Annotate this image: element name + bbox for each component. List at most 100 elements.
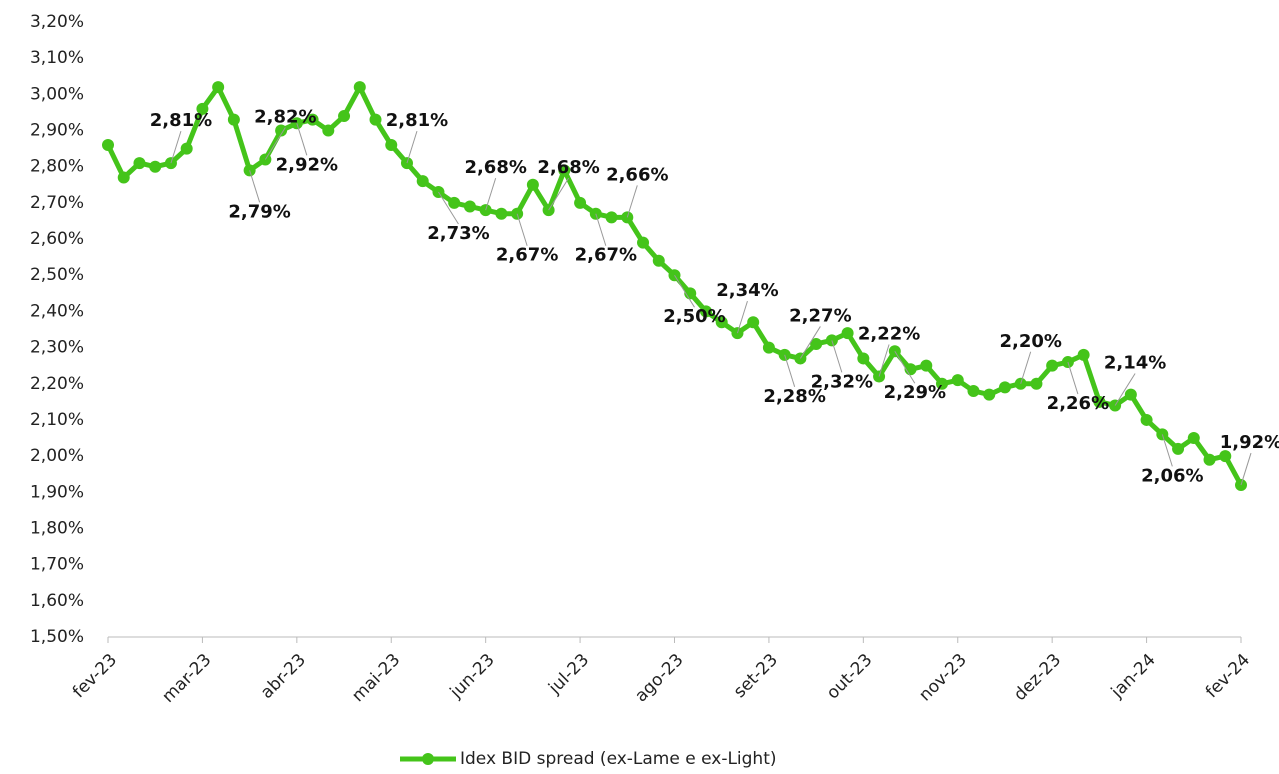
data-point <box>1093 395 1106 408</box>
data-label: 2,27% <box>789 305 851 326</box>
data-label: 2,29% <box>884 382 946 403</box>
y-tick-label: 3,20% <box>30 12 84 32</box>
callout <box>1240 452 1252 486</box>
data-point <box>385 139 398 151</box>
x-tick-label: mar-23 <box>158 650 215 707</box>
data-point <box>117 171 130 184</box>
callout <box>296 123 308 156</box>
callout <box>516 213 528 246</box>
legend-marker <box>422 753 434 765</box>
data-point <box>1203 453 1216 466</box>
data-point <box>322 124 335 137</box>
callout <box>626 185 638 218</box>
data-point <box>983 388 996 401</box>
data-point <box>416 175 429 188</box>
y-tick-label: 2,70% <box>30 193 84 213</box>
data-label: 2,79% <box>228 201 290 222</box>
data-point <box>652 254 665 267</box>
x-tick-label: set-23 <box>730 650 782 702</box>
data-point <box>574 196 587 209</box>
data-label: 2,68% <box>537 157 599 178</box>
data-point <box>1030 377 1043 390</box>
data-label: 2,92% <box>276 154 338 175</box>
callout <box>1020 351 1032 384</box>
x-tick-label: fev-24 <box>1202 650 1254 702</box>
callout <box>799 326 821 359</box>
data-label: 2,22% <box>858 324 920 345</box>
data-label: 2,68% <box>464 157 526 178</box>
data-point <box>149 160 162 173</box>
y-tick-label: 2,30% <box>30 338 84 358</box>
x-tick-label: out-23 <box>823 650 876 703</box>
data-label: 2,26% <box>1047 393 1109 414</box>
data-point <box>526 178 539 191</box>
y-tick-label: 1,80% <box>30 518 84 538</box>
callout <box>1067 361 1079 395</box>
data-label: 2,67% <box>496 245 558 266</box>
data-point <box>605 211 618 224</box>
data-label: 2,34% <box>716 280 778 301</box>
x-tick-label: jul-23 <box>544 650 593 699</box>
data-point <box>306 113 319 126</box>
x-tick-label: fev-23 <box>69 650 121 702</box>
data-point <box>841 327 854 340</box>
x-tick-label: jan-24 <box>1107 650 1160 703</box>
callout <box>784 354 796 387</box>
x-tick-label: ago-23 <box>631 650 687 706</box>
callout <box>1114 373 1136 406</box>
data-point <box>495 207 508 220</box>
legend-label: Idex BID spread (ex-Lame e ex-Light) <box>460 749 777 769</box>
data-point <box>102 139 114 151</box>
y-tick-label: 1,60% <box>30 591 84 611</box>
x-tick-label: nov-23 <box>915 650 971 706</box>
data-point <box>1187 432 1200 445</box>
x-tick-label: dez-23 <box>1010 650 1065 705</box>
data-label: 2,20% <box>999 331 1061 352</box>
x-tick-label: abr-23 <box>257 650 310 703</box>
data-point <box>1219 450 1232 463</box>
y-tick-label: 1,50% <box>30 627 84 647</box>
data-label: 2,73% <box>427 223 489 244</box>
data-point <box>275 124 288 137</box>
x-tick-label: jun-23 <box>446 650 499 703</box>
data-point <box>133 157 146 170</box>
data-point <box>1077 348 1090 361</box>
callout <box>736 300 748 334</box>
callout <box>1161 434 1173 467</box>
data-point <box>747 316 760 329</box>
data-point <box>338 110 351 123</box>
callout <box>485 177 497 211</box>
data-point <box>637 236 650 249</box>
callout <box>249 170 261 203</box>
y-tick-label: 2,40% <box>30 301 84 321</box>
data-label: 2,67% <box>575 245 637 266</box>
data-point <box>448 196 461 209</box>
data-label: 2,06% <box>1141 465 1203 486</box>
data-label: 2,14% <box>1104 352 1166 373</box>
data-label: 2,28% <box>763 386 825 407</box>
callout <box>831 340 843 373</box>
data-label: 2,81% <box>386 110 448 131</box>
x-tick-label: mai-23 <box>348 650 404 706</box>
data-point <box>951 374 964 387</box>
data-point <box>1140 413 1153 426</box>
y-tick-label: 2,90% <box>30 121 84 141</box>
series-line <box>105 84 1244 487</box>
callout <box>406 130 418 164</box>
data-point <box>920 359 933 372</box>
data-label: 2,32% <box>811 371 873 392</box>
data-point <box>857 352 870 365</box>
data-point <box>463 200 476 213</box>
data-label: 2,66% <box>606 164 668 185</box>
y-tick-label: 2,10% <box>30 410 84 430</box>
data-label: 2,82% <box>254 106 316 127</box>
data-point <box>212 81 225 94</box>
callout <box>894 350 916 384</box>
callout <box>438 191 459 225</box>
callout <box>674 274 695 308</box>
callout <box>170 130 182 164</box>
data-point <box>369 113 382 126</box>
y-tick-label: 1,70% <box>30 555 84 575</box>
data-point <box>699 305 712 318</box>
